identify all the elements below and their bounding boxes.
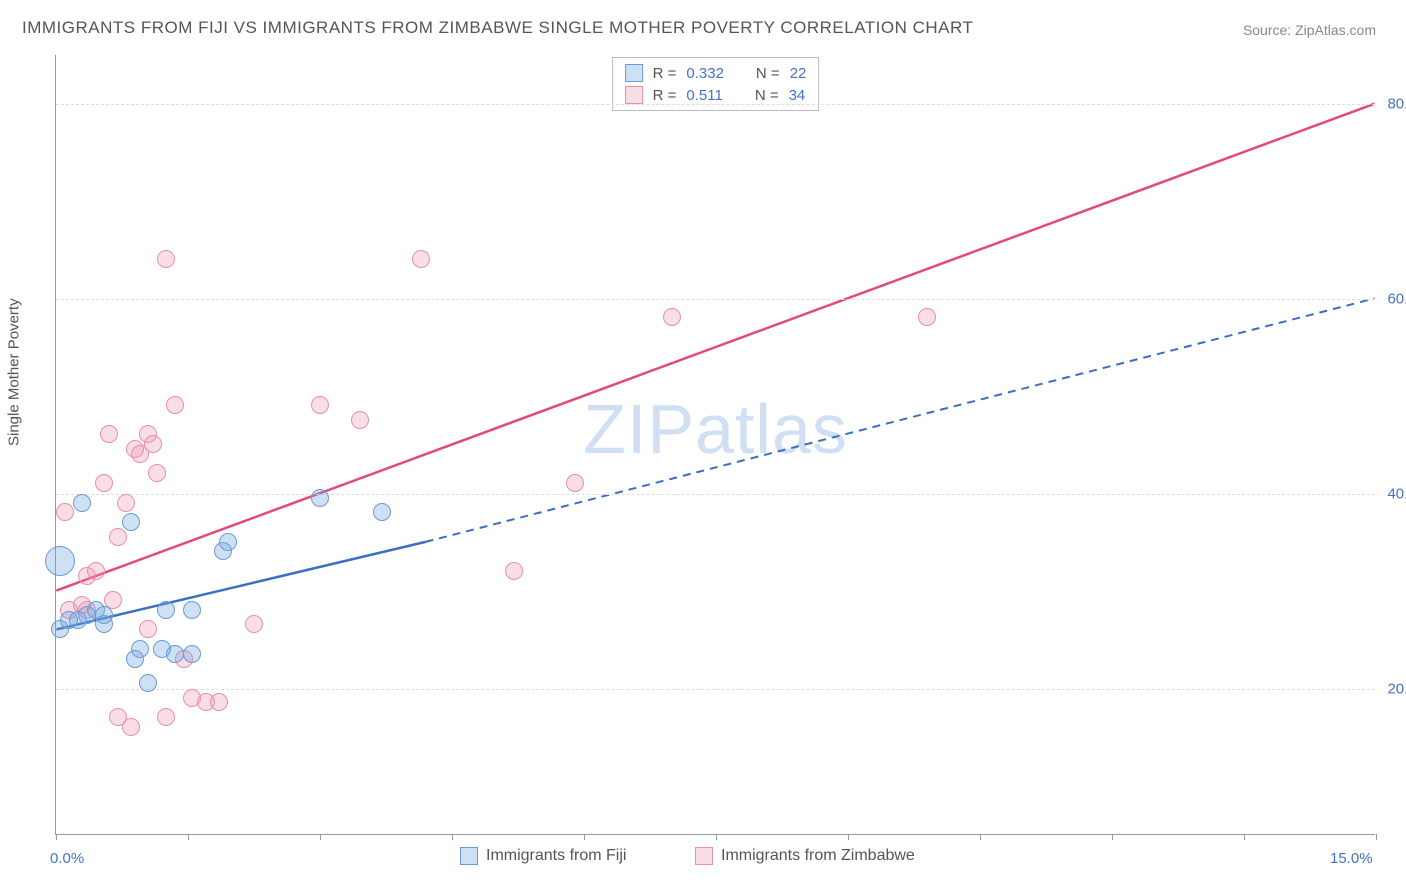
legend-stat-row: R = 0.332 N = 22: [625, 62, 807, 84]
x-tick: [584, 834, 585, 840]
n-value: 22: [790, 65, 807, 82]
scatter-point: [139, 674, 157, 692]
x-tick: [56, 834, 57, 840]
legend-swatch: [460, 847, 478, 865]
scatter-point: [311, 489, 329, 507]
r-value: 0.332: [686, 65, 724, 82]
scatter-point: [87, 562, 105, 580]
scatter-point: [210, 693, 228, 711]
n-label: N =: [756, 65, 780, 82]
y-tick-label: 40.0%: [1387, 485, 1406, 502]
scatter-point: [139, 620, 157, 638]
watermark-atlas: atlas: [695, 390, 848, 468]
scatter-point: [157, 250, 175, 268]
scatter-point: [157, 601, 175, 619]
n-label: N =: [755, 87, 779, 104]
source-attribution: Source: ZipAtlas.com: [1243, 22, 1376, 38]
scatter-point: [166, 645, 184, 663]
scatter-point: [56, 503, 74, 521]
x-tick: [1112, 834, 1113, 840]
x-tick: [1376, 834, 1377, 840]
legend-series-label: Immigrants from Zimbabwe: [721, 847, 915, 865]
legend-series-label: Immigrants from Fiji: [486, 847, 626, 865]
x-tick: [1244, 834, 1245, 840]
watermark-zip: ZIP: [583, 390, 695, 468]
scatter-point: [373, 503, 391, 521]
r-value: 0.511: [686, 87, 722, 104]
source-prefix: Source:: [1243, 22, 1295, 38]
legend-series: Immigrants from Fiji: [460, 847, 626, 865]
x-tick: [320, 834, 321, 840]
gridline: [56, 299, 1375, 300]
x-tick: [188, 834, 189, 840]
y-tick-label: 80.0%: [1387, 95, 1406, 112]
gridline: [56, 494, 1375, 495]
scatter-point: [144, 435, 162, 453]
regression-lines: [56, 55, 1375, 834]
x-tick: [848, 834, 849, 840]
scatter-point: [131, 640, 149, 658]
scatter-point: [166, 396, 184, 414]
scatter-point: [122, 718, 140, 736]
legend-swatch: [625, 64, 643, 82]
scatter-point: [918, 308, 936, 326]
x-tick: [452, 834, 453, 840]
watermark: ZIPatlas: [583, 389, 848, 469]
scatter-point: [663, 308, 681, 326]
r-label: R =: [653, 65, 677, 82]
scatter-point: [311, 396, 329, 414]
legend-swatch: [695, 847, 713, 865]
gridline: [56, 689, 1375, 690]
x-tick-label: 0.0%: [50, 850, 84, 867]
scatter-point: [183, 601, 201, 619]
scatter-point: [45, 546, 75, 576]
scatter-point: [245, 615, 263, 633]
legend-swatch: [625, 86, 643, 104]
scatter-point: [183, 645, 201, 663]
y-tick-label: 20.0%: [1387, 680, 1406, 697]
scatter-point: [148, 464, 166, 482]
y-tick-label: 60.0%: [1387, 290, 1406, 307]
legend-stat-row: R = 0.511 N = 34: [625, 84, 807, 106]
scatter-point: [566, 474, 584, 492]
scatter-point: [505, 562, 523, 580]
scatter-point: [73, 494, 91, 512]
scatter-point: [95, 606, 113, 624]
scatter-point: [157, 708, 175, 726]
chart-plot-area: ZIPatlas R =0.332N =22R =0.511N =34 20.0…: [55, 55, 1375, 835]
r-label: R =: [653, 87, 677, 104]
gridline: [56, 104, 1375, 105]
scatter-point: [219, 533, 237, 551]
x-tick-label: 15.0%: [1330, 850, 1373, 867]
scatter-point: [109, 528, 127, 546]
y-axis-title: Single Mother Poverty: [6, 298, 23, 446]
scatter-point: [100, 425, 118, 443]
source-name: ZipAtlas.com: [1295, 22, 1376, 38]
chart-title: IMMIGRANTS FROM FIJI VS IMMIGRANTS FROM …: [22, 18, 973, 38]
scatter-point: [412, 250, 430, 268]
scatter-point: [95, 474, 113, 492]
scatter-point: [351, 411, 369, 429]
x-tick: [980, 834, 981, 840]
n-value: 34: [789, 87, 806, 104]
scatter-point: [122, 513, 140, 531]
x-tick: [716, 834, 717, 840]
scatter-point: [117, 494, 135, 512]
legend-series: Immigrants from Zimbabwe: [695, 847, 915, 865]
